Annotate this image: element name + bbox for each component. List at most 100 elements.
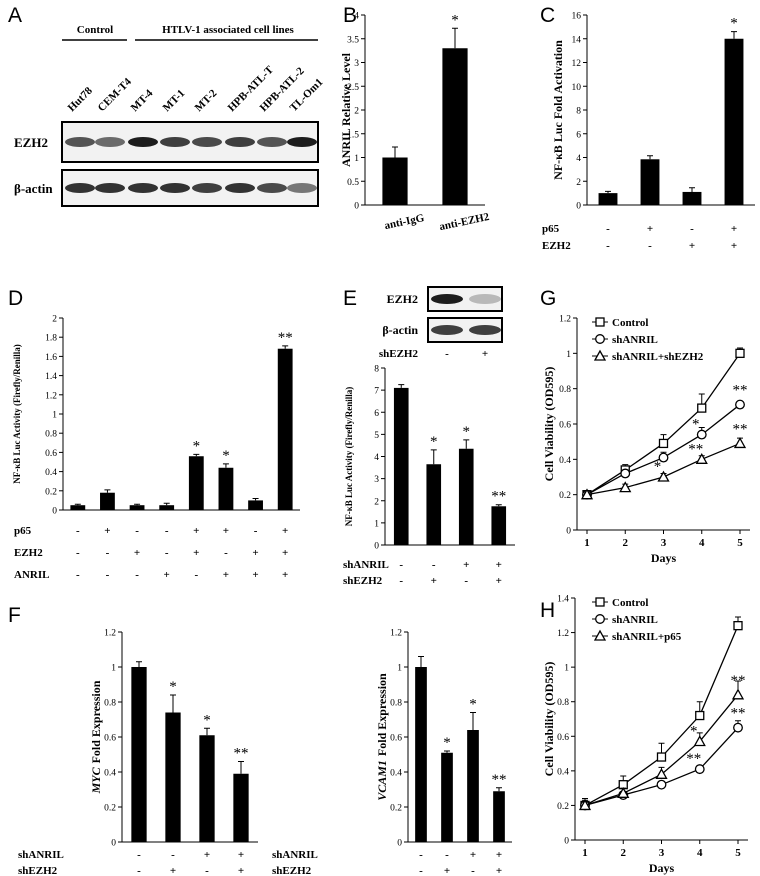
x-tick-label: 1 xyxy=(584,537,590,549)
condition-name: shANRIL xyxy=(272,849,318,861)
legend-marker xyxy=(595,334,605,344)
bar xyxy=(129,505,145,510)
significance: ** xyxy=(731,706,746,722)
panel-letter: E xyxy=(343,287,357,310)
bar xyxy=(199,735,215,842)
panel-letter: C xyxy=(540,4,555,27)
y-axis-title: NF-κB Luc Activity (Firefly/Renilla) xyxy=(12,344,22,484)
y-axis-title: Cell Viability (OD595) xyxy=(542,662,556,777)
significance: * xyxy=(169,679,177,695)
y-tick-label: 0.5 xyxy=(347,178,359,188)
y-tick-label: 0.8 xyxy=(559,385,571,395)
condition-sign: - xyxy=(399,559,403,571)
significance: * xyxy=(430,434,438,450)
condition-sign: + xyxy=(282,547,288,559)
significance: ** xyxy=(491,489,506,505)
error-bar xyxy=(731,31,737,39)
condition-name: shEZH2 xyxy=(379,348,419,360)
y-tick-label: 1 xyxy=(111,664,116,674)
blot-band xyxy=(257,183,287,193)
marker xyxy=(656,779,667,790)
y-axis-title: MYC Fold Expression xyxy=(89,680,103,794)
y-tick-label: 2 xyxy=(576,178,581,188)
significance: * xyxy=(451,12,459,28)
condition-sign: - xyxy=(137,849,141,861)
condition-sign: - xyxy=(690,223,694,235)
legend-label: Control xyxy=(612,317,648,329)
significance: * xyxy=(463,424,471,440)
y-tick-label: 6 xyxy=(374,409,379,419)
y-tick-label: 0.8 xyxy=(104,699,116,709)
significance: * xyxy=(443,735,451,751)
bar xyxy=(382,157,408,205)
y-tick-label: 10 xyxy=(572,83,582,93)
error-bar xyxy=(163,502,170,506)
y-axis-title-text: Fold Expression xyxy=(89,680,103,763)
marker xyxy=(658,438,669,449)
y-tick-label: 0 xyxy=(397,839,402,849)
marker xyxy=(695,452,708,464)
condition-sign: + xyxy=(282,569,288,581)
condition-sign: + xyxy=(223,525,229,537)
bar xyxy=(442,48,468,205)
error-bar xyxy=(463,439,470,449)
error-bar xyxy=(496,787,502,792)
significance: ** xyxy=(492,772,507,788)
y-axis-title: NF-κB Luc Fold Activation xyxy=(551,40,565,180)
y-tick-label: 1 xyxy=(564,664,569,674)
legend-label: shANRIL+p65 xyxy=(612,631,682,643)
condition-sign: + xyxy=(223,569,229,581)
blot-row-label: EZH2 xyxy=(14,135,48,150)
marker xyxy=(694,764,705,775)
y-tick-label: 0.2 xyxy=(104,804,116,814)
significance: * xyxy=(692,417,700,433)
y-axis-title: ANRIL Relative Level xyxy=(339,52,353,167)
significance: ** xyxy=(733,421,748,437)
bar xyxy=(70,505,86,510)
panel-letter: A xyxy=(8,4,22,27)
y-tick-label: 4 xyxy=(576,154,581,164)
y-tick-label: 1.2 xyxy=(557,629,569,639)
legend-marker xyxy=(595,614,605,624)
condition-sign: + xyxy=(164,569,170,581)
condition-sign: + xyxy=(252,547,258,559)
condition-sign: + xyxy=(282,525,288,537)
bar xyxy=(426,464,442,545)
blot-band xyxy=(287,183,317,193)
blot-band xyxy=(469,325,501,335)
y-tick-label: 2 xyxy=(52,315,57,325)
y-tick-label: 0.6 xyxy=(390,734,402,744)
y-tick-label: 5 xyxy=(374,431,379,441)
y-tick-label: 1.2 xyxy=(390,629,402,639)
condition-name: p65 xyxy=(542,223,560,235)
marker xyxy=(735,399,745,410)
significance: ** xyxy=(688,441,703,457)
condition-sign: - xyxy=(137,865,141,876)
panel-letter: B xyxy=(343,4,357,27)
y-tick-label: 0 xyxy=(576,202,581,212)
condition-sign: - xyxy=(419,865,423,876)
significance: * xyxy=(690,723,698,739)
significance: ** xyxy=(733,383,748,399)
bar xyxy=(724,38,744,205)
condition-sign: - xyxy=(445,348,449,360)
condition-sign: - xyxy=(135,569,139,581)
y-tick-label: 1.2 xyxy=(45,391,57,401)
marker xyxy=(733,722,743,733)
x-axis-title: Days xyxy=(649,861,675,875)
y-axis-gene: MYC xyxy=(89,766,103,794)
bar xyxy=(640,159,660,205)
error-bar xyxy=(204,727,210,736)
marker xyxy=(693,735,706,747)
y-axis-title: VCAM1 Fold Expression xyxy=(375,673,389,801)
y-tick-label: 1 xyxy=(374,519,379,529)
blot-band xyxy=(160,137,190,147)
condition-sign: + xyxy=(431,575,437,587)
blot-band xyxy=(469,294,501,304)
marker xyxy=(695,710,705,721)
marker xyxy=(619,481,632,493)
x-tick-label: 5 xyxy=(737,537,743,549)
y-tick-label: 0 xyxy=(52,507,57,517)
condition-sign: - xyxy=(135,525,139,537)
y-tick-label: 1 xyxy=(397,664,402,674)
